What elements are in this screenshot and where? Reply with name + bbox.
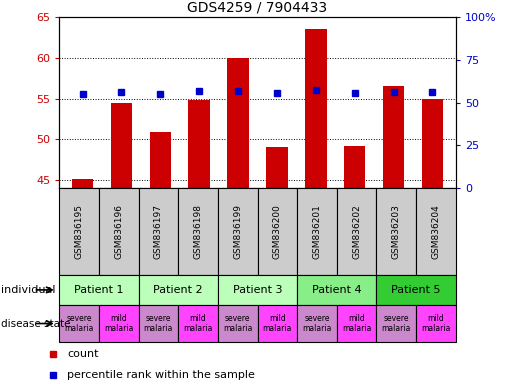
Bar [337,188,376,275]
Bar [218,275,297,305]
Bar [416,305,456,342]
Bar [376,275,456,305]
Text: GSM836202: GSM836202 [352,204,361,259]
Bar [422,99,443,188]
Bar [178,188,218,275]
Text: mild
malaria: mild malaria [342,314,371,333]
Bar [383,86,404,188]
Bar [99,305,139,342]
Text: mild
malaria: mild malaria [263,314,292,333]
Bar [218,188,258,275]
Text: severe
malaria: severe malaria [64,314,94,333]
Bar [178,305,218,342]
Text: disease state: disease state [1,318,71,329]
Text: GSM836198: GSM836198 [194,204,202,259]
Bar [218,305,258,342]
Bar [297,305,337,342]
Bar [258,305,297,342]
Text: GSM836201: GSM836201 [313,204,321,259]
Text: individual: individual [1,285,56,295]
Bar [266,147,288,188]
Text: mild
malaria: mild malaria [183,314,213,333]
Bar [416,188,456,275]
Bar [59,305,99,342]
Text: GSM836200: GSM836200 [273,204,282,259]
Text: Patient 3: Patient 3 [233,285,282,295]
Text: GSM836204: GSM836204 [432,204,440,259]
Bar [227,58,249,188]
Text: mild
malaria: mild malaria [104,314,133,333]
Text: count: count [67,349,99,359]
Bar [139,188,178,275]
Text: Patient 5: Patient 5 [391,285,441,295]
Text: severe
malaria: severe malaria [144,314,173,333]
Bar [305,30,327,188]
Text: GSM836203: GSM836203 [392,204,401,259]
Text: severe
malaria: severe malaria [382,314,411,333]
Text: GSM836196: GSM836196 [114,204,123,259]
Bar [139,275,218,305]
Text: severe
malaria: severe malaria [223,314,252,333]
Bar [150,132,171,188]
Bar [258,188,297,275]
Bar [111,103,132,188]
Bar [376,188,416,275]
Bar [59,188,99,275]
Text: severe
malaria: severe malaria [302,314,332,333]
Bar [99,188,139,275]
Bar [72,179,93,188]
Text: mild
malaria: mild malaria [421,314,451,333]
Bar [337,305,376,342]
Bar [344,146,365,188]
Bar [188,100,210,188]
Bar [59,275,139,305]
Bar [139,305,178,342]
Text: percentile rank within the sample: percentile rank within the sample [67,370,255,380]
Text: GSM836197: GSM836197 [154,204,163,259]
Bar [297,188,337,275]
Bar [297,275,376,305]
Text: GSM836199: GSM836199 [233,204,242,259]
Text: Patient 1: Patient 1 [74,285,124,295]
Text: Patient 4: Patient 4 [312,285,362,295]
Bar [376,305,416,342]
Text: GSM836195: GSM836195 [75,204,83,259]
Text: Patient 2: Patient 2 [153,285,203,295]
Title: GDS4259 / 7904433: GDS4259 / 7904433 [187,1,328,15]
